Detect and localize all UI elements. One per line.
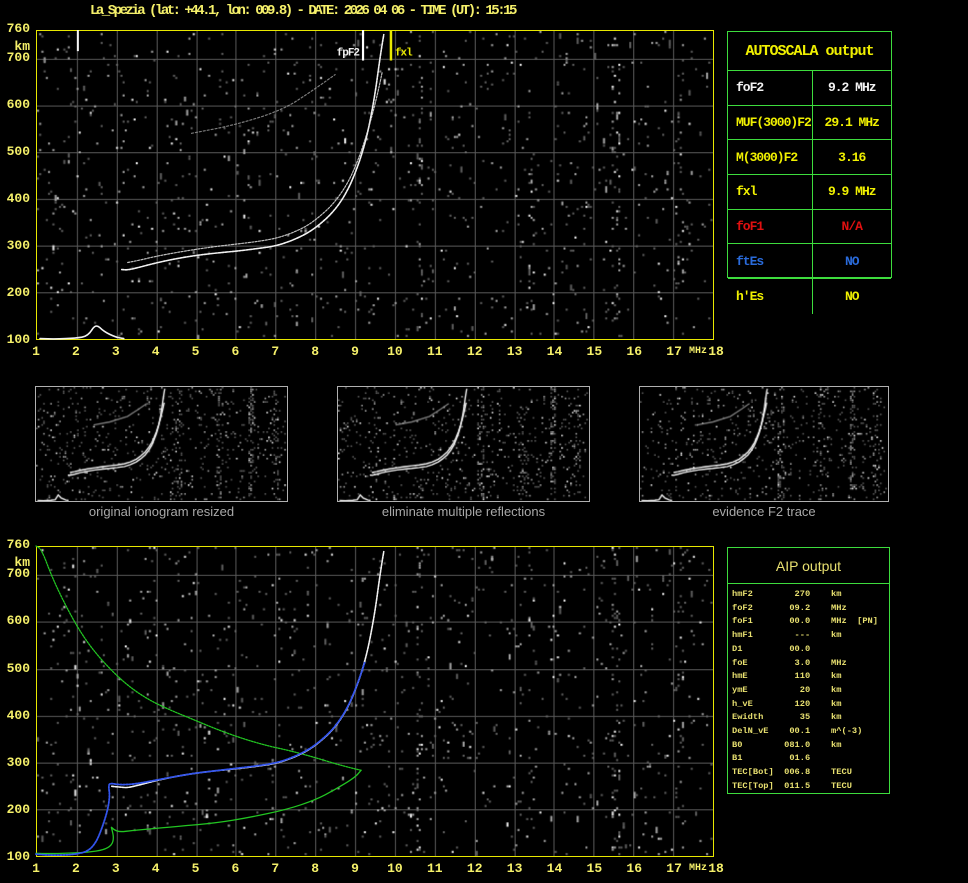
svg-text:fpF2: fpF2 <box>337 47 360 59</box>
svg-text:fxl: fxl <box>395 47 413 59</box>
